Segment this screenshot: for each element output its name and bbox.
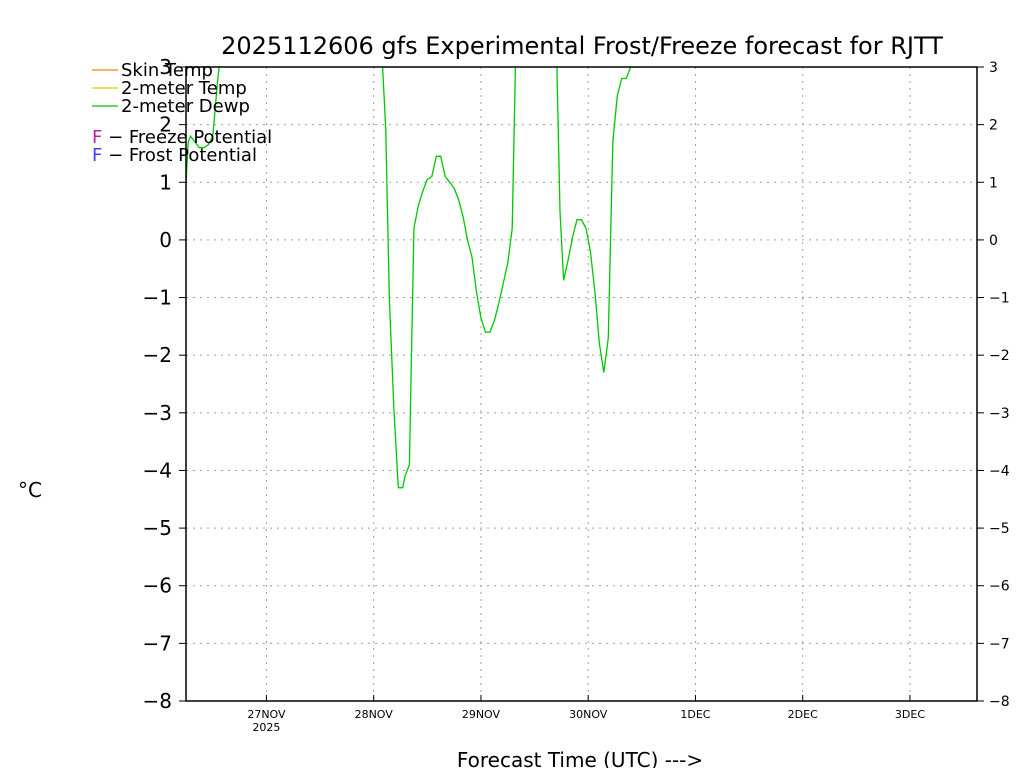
y-tick-label-right: −4 bbox=[989, 463, 1010, 479]
x-tick-label: 3DEC bbox=[895, 708, 925, 721]
y-tick-label-left: −7 bbox=[143, 631, 172, 655]
y-tick-label-right: −1 bbox=[989, 291, 1010, 307]
grid bbox=[186, 67, 977, 701]
y-tick-label-right: −8 bbox=[989, 694, 1010, 710]
y-tick-label-left: −2 bbox=[143, 343, 172, 367]
series-layer bbox=[186, 67, 640, 489]
y-tick-label-right: 3 bbox=[989, 60, 998, 76]
y-tick-label-left: −6 bbox=[143, 574, 172, 598]
x-tick-label: 1DEC bbox=[680, 708, 710, 721]
y-axis-unit-label: °C bbox=[18, 478, 42, 502]
x-year-label: 2025 bbox=[252, 721, 280, 734]
legend-label: Skin Temp bbox=[121, 60, 213, 81]
y-tick-label-left: 1 bbox=[159, 170, 172, 194]
y-tick-label-right: 0 bbox=[989, 233, 998, 249]
y-tick-label-right: 2 bbox=[989, 118, 998, 134]
y-tick-label-left: −4 bbox=[143, 458, 172, 482]
y-tick-label-right: −2 bbox=[989, 348, 1010, 364]
dewpoint-line bbox=[556, 67, 640, 373]
y-tick-label-left: 0 bbox=[159, 228, 172, 252]
y-tick-label-right: 1 bbox=[989, 175, 998, 191]
y-tick-label-left: −8 bbox=[143, 689, 172, 713]
y-tick-label-right: −6 bbox=[989, 579, 1010, 595]
y-tick-label-left: −3 bbox=[143, 401, 172, 425]
y-tick-label-left: −5 bbox=[143, 516, 172, 540]
y-tick-label-left: 3 bbox=[159, 55, 172, 79]
y-tick-label-left: 2 bbox=[159, 113, 172, 137]
ticks: 3 3 2 2 1 1 0 0 −1 −1 −2 −2 −3 −3 −4 −4 −5 −5 −6 −6 −7 −7 −8 −8… bbox=[143, 55, 1010, 734]
dewpoint-line bbox=[381, 67, 517, 489]
y-tick-label-right: −5 bbox=[989, 521, 1010, 537]
plot-frame bbox=[185, 66, 978, 702]
annotation-label: F − Frost Potential bbox=[92, 145, 257, 166]
x-axis-label: Forecast Time (UTC) ---> bbox=[457, 748, 703, 768]
x-tick-label: 29NOV bbox=[462, 708, 501, 721]
y-tick-label-left: −1 bbox=[143, 286, 172, 310]
annotation-label: F − Freeze Potential bbox=[92, 127, 272, 148]
y-tick-label-right: −3 bbox=[989, 406, 1010, 422]
dewpoint-line bbox=[186, 67, 220, 183]
y-tick-label-right: −7 bbox=[989, 636, 1010, 652]
x-tick-label: 30NOV bbox=[569, 708, 608, 721]
x-tick-label: 27NOV bbox=[247, 708, 286, 721]
chart-title: 2025112606 gfs Experimental Frost/Freeze… bbox=[221, 32, 943, 60]
x-tick-label: 28NOV bbox=[355, 708, 394, 721]
legend-label: 2-meter Temp bbox=[121, 78, 247, 99]
x-tick-label: 2DEC bbox=[788, 708, 818, 721]
legend-label: 2-meter Dewp bbox=[121, 96, 250, 117]
